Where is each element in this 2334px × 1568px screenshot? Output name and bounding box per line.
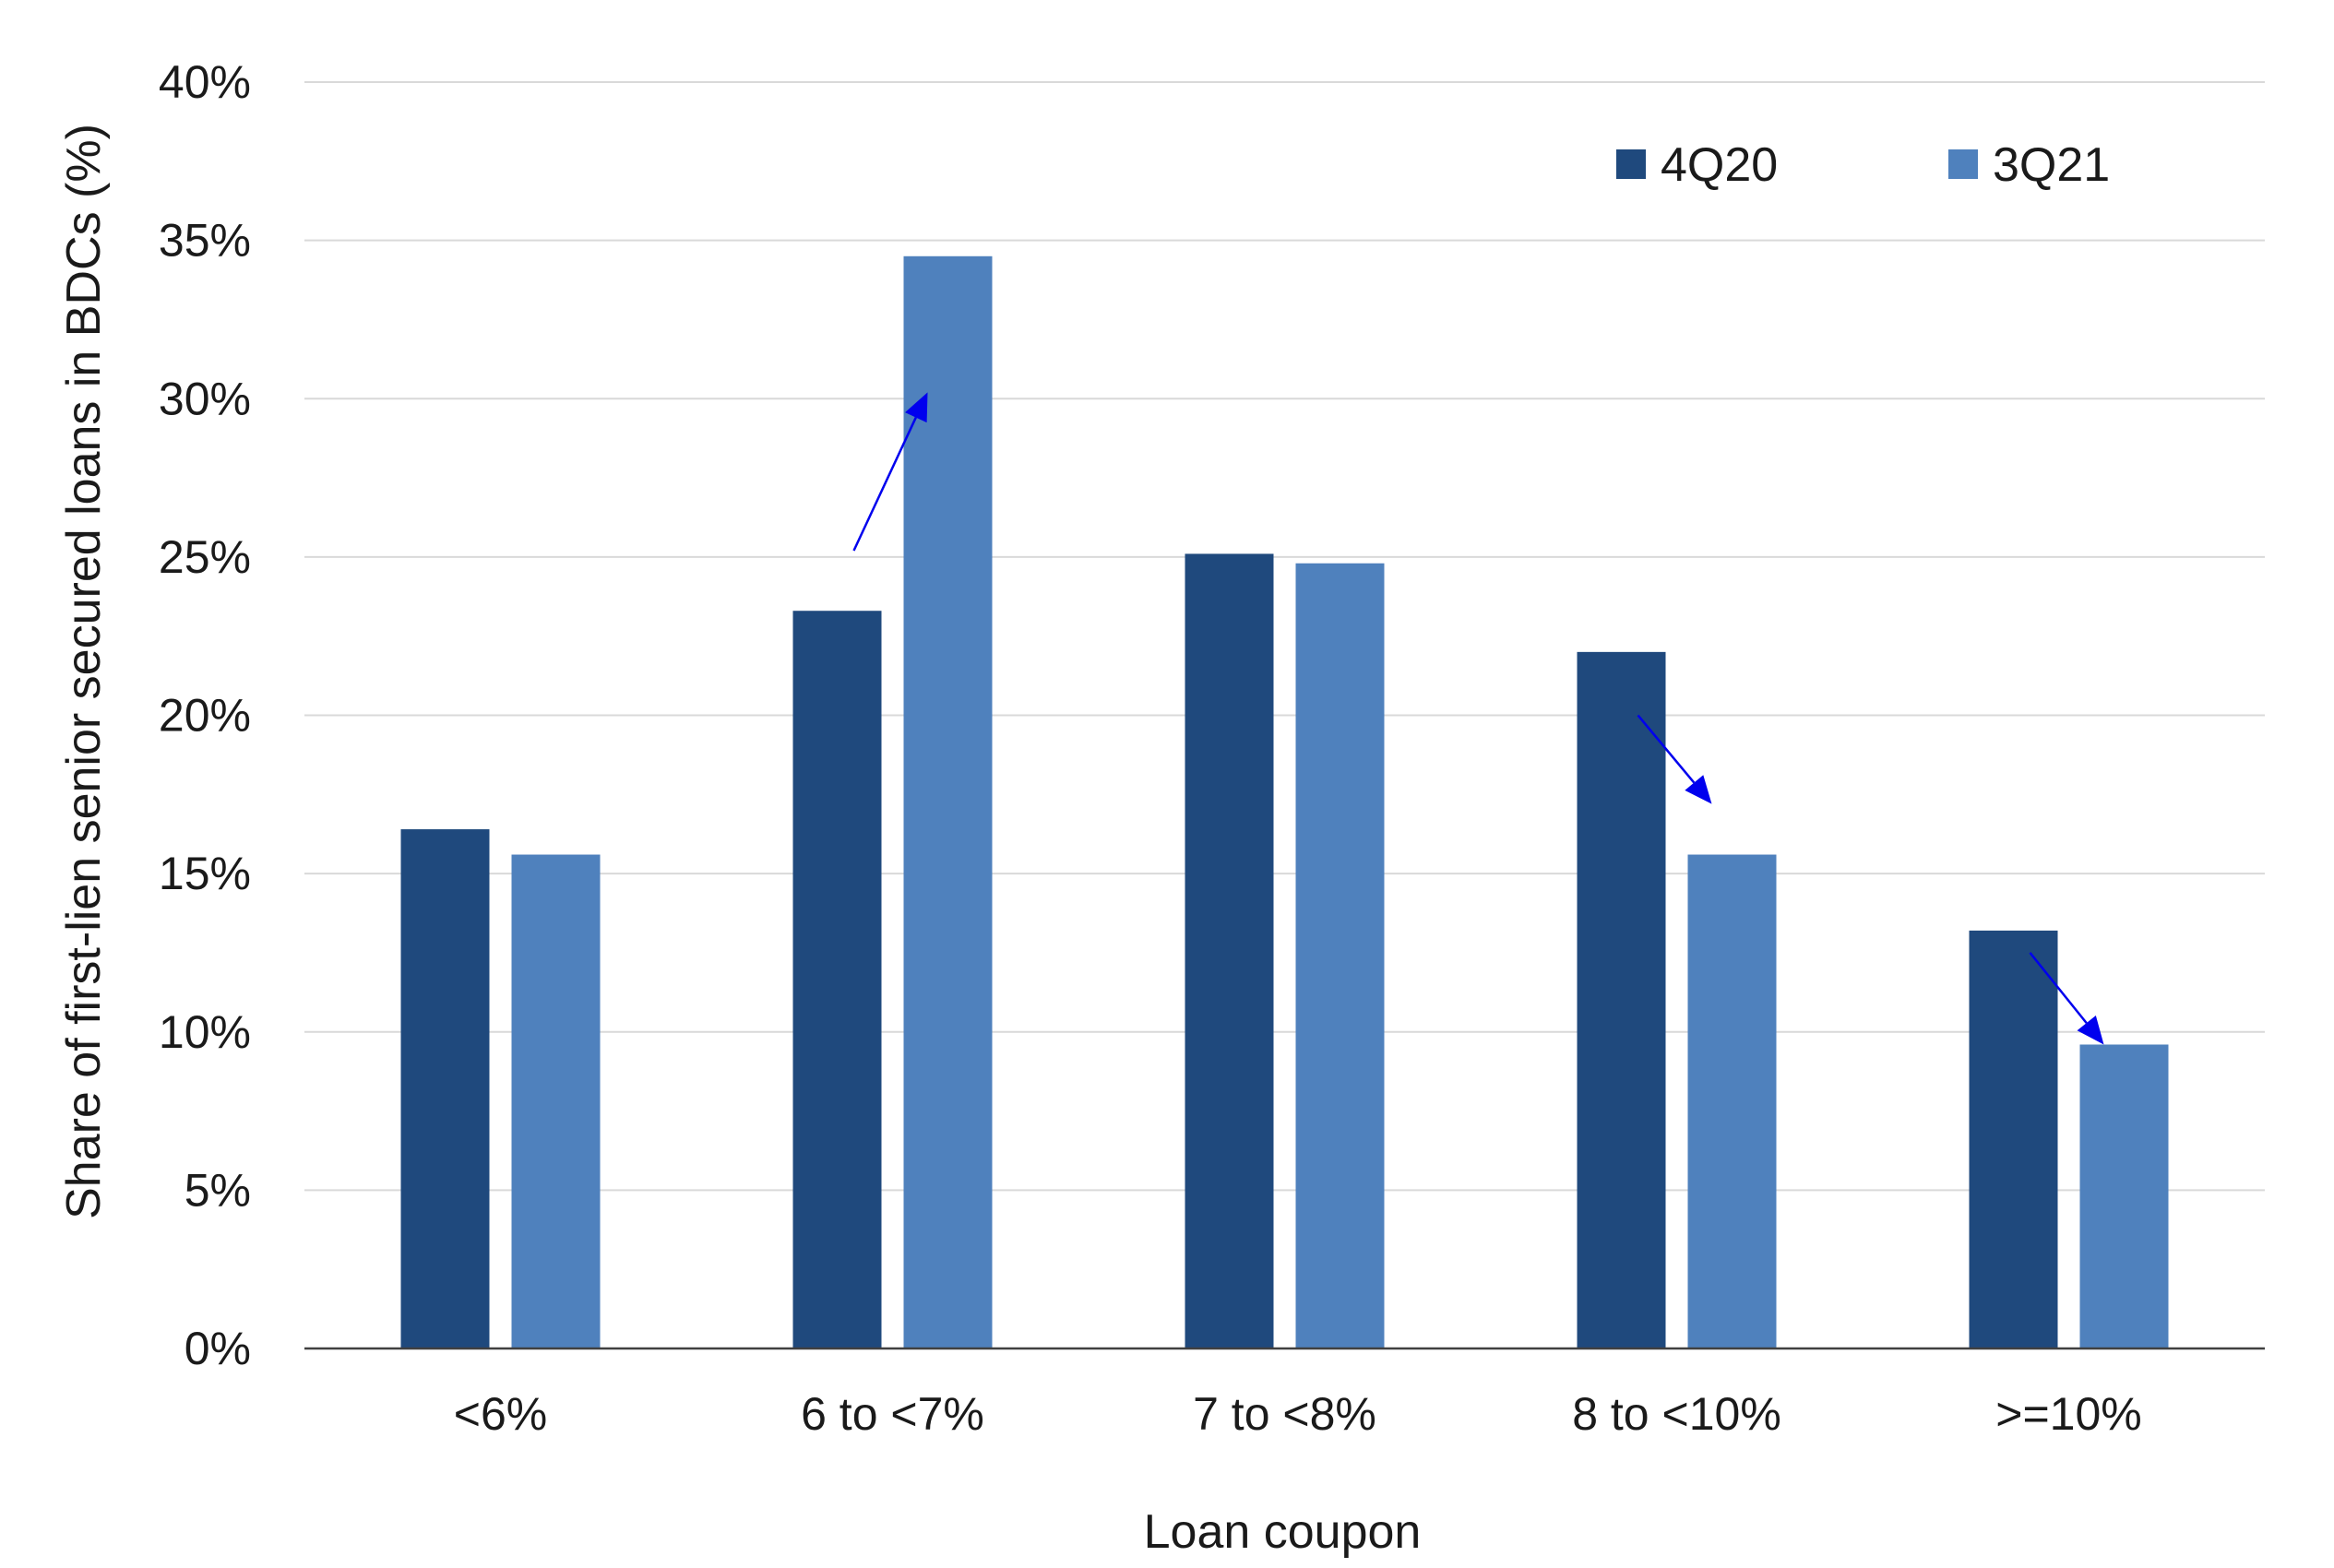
y-tick-label: 35% [159,215,251,267]
y-tick-label: 15% [159,848,251,899]
arrow-shaft [1637,714,1696,784]
bar-3Q21-4 [1687,854,1777,1348]
y-tick-label: 5% [185,1164,251,1216]
y-tick-label: 20% [159,690,251,742]
x-axis-title: Loan coupon [1144,1505,1422,1559]
x-axis-category-labels: <6% 6 to <7% 7 to <8% 8 to <10% >=10% [454,1388,2142,1440]
arrow-shaft [2029,952,2088,1024]
bar-4Q20-1 [400,829,490,1348]
bar-4Q20-2 [792,611,882,1348]
arrow-shaft [852,417,917,552]
x-category-label: 7 to <8% [1193,1388,1376,1440]
arrow-head [905,392,928,423]
legend: 4Q20 3Q21 [1616,138,2110,192]
bar-3Q21-3 [1295,563,1385,1348]
x-category-label: 6 to <7% [801,1388,984,1440]
bar-3Q21-5 [2079,1044,2169,1348]
y-tick-label: 0% [185,1323,251,1374]
x-category-label: <6% [454,1388,547,1440]
bar-3Q21-2 [903,255,993,1349]
x-category-label: >=10% [1995,1388,2141,1440]
gridlines [304,81,2265,1192]
bar-4Q20-5 [1969,930,2058,1348]
y-axis-title: Share of first-lien senior secured loans… [57,124,111,1219]
bar-3Q21-1 [511,854,601,1348]
y-tick-label: 10% [159,1006,251,1058]
y-axis-tick-labels: 0% 5% 10% 15% 20% 25% 30% 35% 40% [159,56,251,1374]
y-tick-label: 40% [159,56,251,108]
bar-4Q20-3 [1185,553,1274,1348]
y-tick-label: 25% [159,531,251,583]
change-arrows [852,392,2104,1045]
legend-swatch [1616,149,1646,179]
x-category-label: 8 to <10% [1572,1388,1781,1440]
bars [400,255,2169,1349]
change-arrow [852,392,928,552]
bar-4Q20-4 [1577,651,1666,1348]
y-tick-label: 30% [159,373,251,424]
change-arrow [2029,952,2104,1045]
legend-label: 4Q20 [1661,138,1778,192]
legend-swatch [1948,149,1978,179]
arrow-head [2077,1015,2104,1045]
arrow-head [1685,775,1712,804]
change-arrow [1637,714,1712,804]
legend-label: 3Q21 [1993,138,2110,192]
